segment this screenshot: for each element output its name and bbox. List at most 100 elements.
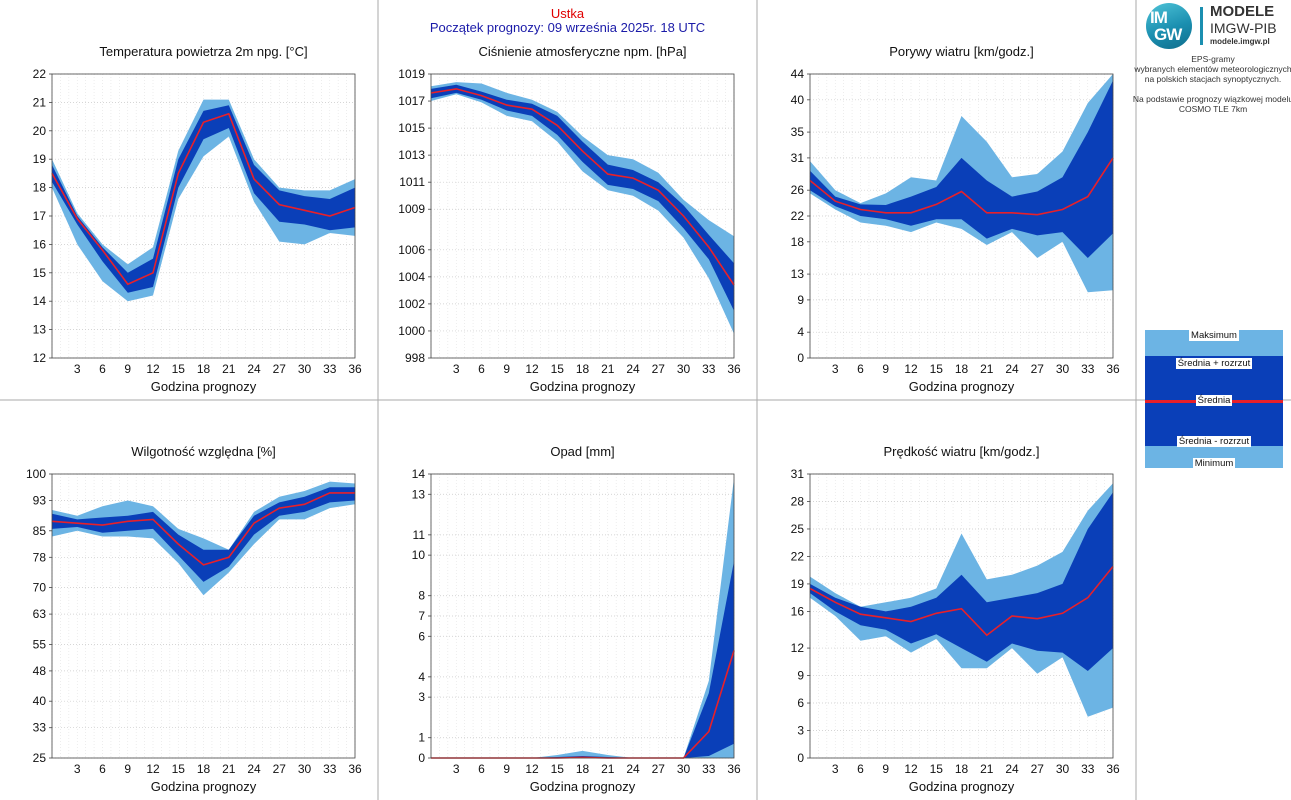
band-spread [52,105,355,293]
logo-divider [1200,7,1203,45]
x-axis-label: Godzina prognozy [151,379,257,394]
y-tick-label: 0 [418,751,425,765]
y-tick-label: 14 [412,467,426,481]
x-tick-label: 6 [857,362,864,376]
y-tick-label: 55 [33,637,47,651]
x-tick-label: 27 [652,762,666,776]
y-tick-label: 13 [412,487,426,501]
x-tick-label: 30 [298,762,312,776]
y-tick-label: 0 [797,351,804,365]
y-tick-label: 6 [418,629,425,643]
x-tick-label: 6 [857,762,864,776]
x-tick-label: 21 [222,362,236,376]
x-tick-label: 6 [99,362,106,376]
y-tick-label: 8 [418,589,425,603]
y-tick-label: 22 [33,67,47,81]
legend-min: Minimum [1192,458,1236,469]
x-tick-label: 12 [904,762,918,776]
mean-line [51,112,356,286]
plot-frame [809,473,1114,759]
legend-mean-minus: Średnia - rozrzut [1176,436,1252,447]
x-axis-label: Godzina prognozy [909,379,1015,394]
x-tick-label: 21 [980,762,994,776]
x-tick-label: 15 [930,762,944,776]
band-spread [810,492,1113,671]
y-tick-label: 18 [33,181,47,195]
y-tick-label: 1006 [398,243,425,257]
x-tick-label: 36 [1106,362,1120,376]
y-tick-label: 12 [791,641,805,655]
x-tick-label: 21 [222,762,236,776]
info-line: na polskich stacjach synoptycznych. [1144,74,1282,84]
x-tick-label: 24 [626,362,640,376]
x-tick-label: 24 [247,762,261,776]
y-tick-label: 40 [33,694,47,708]
x-tick-label: 9 [124,762,131,776]
band-spread [431,84,734,311]
x-tick-label: 30 [677,762,691,776]
logo-mark-top: IM [1150,8,1168,27]
x-tick-label: 15 [172,762,186,776]
info-line [1132,84,1291,94]
chart-title: Wilgotność względna [%] [131,444,276,459]
y-tick-label: 1 [418,731,425,745]
y-tick-label: 1004 [398,270,425,284]
info-line: wybranych elementów meteorologicznych [1134,64,1291,74]
x-tick-label: 3 [453,762,460,776]
chart-panel: Temperatura powietrza 2m npg. [°C] 12 13 14… [33,44,362,394]
x-tick-label: 18 [197,362,211,376]
y-tick-label: 25 [791,522,805,536]
x-axis-label: Godzina prognozy [151,779,257,794]
y-tick-label: 28 [791,494,805,508]
x-tick-label: 3 [832,362,839,376]
y-tick-label: 1013 [398,148,425,162]
x-tick-label: 12 [525,762,539,776]
x-tick-label: 18 [197,762,211,776]
x-tick-label: 18 [576,362,590,376]
x-tick-label: 18 [955,362,969,376]
x-tick-label: 9 [503,762,510,776]
info-line: Na podstawie prognozy wiązkowej modelu [1132,94,1291,104]
x-tick-label: 21 [601,362,615,376]
x-tick-label: 9 [882,762,889,776]
x-tick-label: 12 [146,362,160,376]
y-tick-label: 85 [33,524,47,538]
x-tick-label: 33 [702,762,716,776]
y-tick-label: 35 [791,125,805,139]
x-tick-label: 24 [626,762,640,776]
x-tick-label: 21 [601,762,615,776]
imgw-logo: IM GW MODELE IMGW-PIB modele.imgw.pl [1146,3,1288,49]
x-tick-label: 24 [247,362,261,376]
y-tick-label: 10 [412,548,426,562]
mean-line [51,492,355,566]
y-tick-label: 998 [405,351,425,365]
y-tick-label: 3 [797,724,804,738]
y-tick-label: 48 [33,664,47,678]
y-tick-label: 22 [791,209,805,223]
x-tick-label: 3 [74,362,81,376]
x-tick-label: 27 [1031,762,1045,776]
y-tick-label: 22 [791,549,805,563]
x-tick-label: 30 [1056,762,1070,776]
x-axis-label: Godzina prognozy [530,779,636,794]
y-tick-label: 31 [791,467,805,481]
chart-title: Opad [mm] [550,444,614,459]
y-tick-label: 12 [33,351,47,365]
x-tick-label: 3 [74,762,81,776]
x-tick-label: 33 [702,362,716,376]
y-tick-label: 1017 [398,94,425,108]
y-tick-label: 21 [33,95,47,109]
x-axis-label: Godzina prognozy [530,379,636,394]
x-tick-label: 30 [298,362,312,376]
x-tick-label: 12 [525,362,539,376]
x-tick-label: 27 [273,762,287,776]
x-tick-label: 18 [955,762,969,776]
y-tick-label: 7 [418,609,425,623]
legend-max: Maksimum [1189,330,1239,341]
mean-line [809,157,1114,216]
y-tick-label: 40 [791,93,805,107]
y-tick-label: 44 [791,67,805,81]
chart-panel: Wilgotność względna [%]25334048556370788… [26,444,362,794]
